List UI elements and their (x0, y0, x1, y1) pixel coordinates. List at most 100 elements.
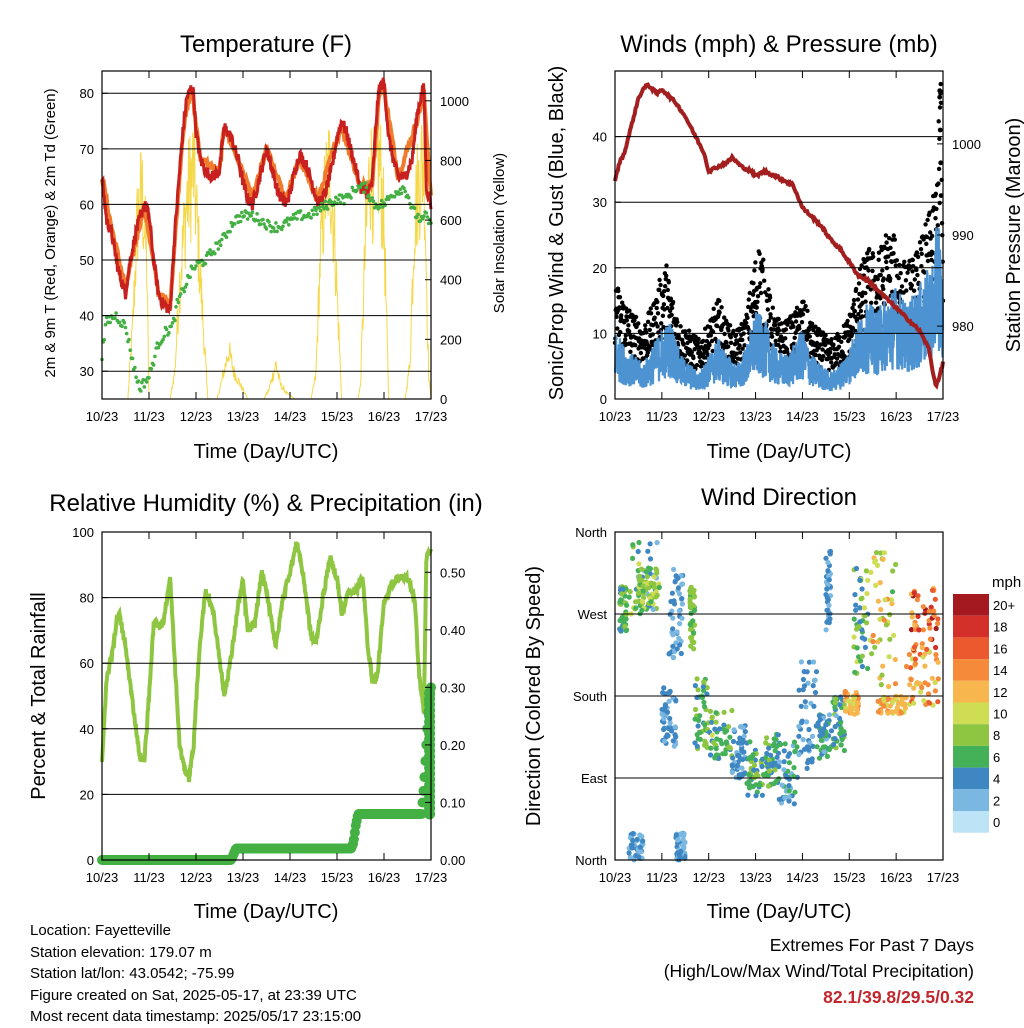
direction-point (912, 622, 918, 628)
direction-point (651, 574, 657, 580)
direction-point (911, 590, 917, 596)
direction-point (734, 763, 740, 769)
gust-point (889, 259, 894, 265)
direction-point (678, 650, 684, 657)
gust-point (936, 119, 941, 124)
gust-point (758, 290, 764, 296)
gust-point (670, 299, 676, 305)
direction-point (694, 676, 700, 682)
gust-point (790, 321, 795, 326)
direction-point (695, 723, 701, 729)
humidity-ytick-label: 60 (80, 656, 94, 671)
gust-point (755, 294, 761, 299)
direction-point (919, 641, 925, 647)
direction-point (832, 695, 839, 701)
direction-point (664, 709, 671, 715)
direction-point (719, 741, 725, 747)
winds-ytick-right-label: 1000 (952, 137, 981, 152)
direction-point (826, 577, 832, 583)
winds-ytick-label: 0 (600, 392, 607, 407)
gust-point (925, 217, 930, 223)
direction-point (708, 745, 714, 751)
dewpoint-point (310, 208, 315, 213)
direction-point (816, 755, 823, 761)
gust-point (892, 237, 897, 242)
gust-point (761, 257, 766, 262)
direction-point (841, 729, 847, 735)
gust-point (851, 297, 857, 303)
direction-point (792, 749, 798, 755)
direction-point (826, 618, 832, 624)
gust-point (831, 342, 836, 347)
gust-point (616, 288, 621, 294)
gust-point (814, 340, 820, 346)
gust-point (686, 328, 692, 333)
dewpoint-point (262, 222, 266, 226)
dewpoint-point (267, 220, 271, 224)
wind-direction-ylabel: Direction (Colored By Speed) (523, 566, 545, 826)
direction-point (931, 608, 937, 614)
gust-point (664, 273, 669, 278)
gust-point (896, 275, 901, 281)
gust-point (801, 299, 806, 304)
direction-point (898, 710, 904, 716)
dewpoint-point (220, 237, 224, 242)
gust-point (828, 350, 833, 355)
direction-point (802, 699, 808, 705)
wind-direction-xlabel: Time (Day/UTC) (707, 901, 852, 923)
humidity-ylabel: Percent & Total Rainfall (28, 592, 50, 800)
direction-point (639, 607, 645, 613)
direction-point (792, 789, 798, 795)
direction-point (648, 580, 654, 586)
direction-point (634, 836, 640, 843)
direction-point (670, 632, 676, 638)
dewpoint-point (281, 224, 285, 229)
gust-point (905, 270, 910, 275)
gust-point (750, 309, 755, 314)
direction-point (927, 625, 933, 631)
gust-point (797, 326, 802, 331)
direction-point (783, 772, 789, 779)
direction-point (670, 626, 676, 632)
direction-point (759, 792, 766, 798)
direction-point (935, 676, 941, 682)
speed-legend-title: mph (992, 574, 1021, 591)
direction-point (933, 644, 939, 651)
dewpoint-point (255, 212, 259, 216)
gust-point (624, 314, 629, 319)
temperature-xlabel: Time (Day/UTC) (194, 441, 339, 463)
direction-point (914, 597, 921, 603)
direction-point (679, 601, 686, 607)
direction-point (763, 740, 769, 746)
gust-point (914, 267, 919, 273)
gust-point (875, 276, 880, 282)
humidity-ytick-label: 20 (80, 787, 94, 802)
direction-point (826, 712, 833, 718)
direction-point (720, 726, 727, 732)
direction-point (911, 685, 917, 691)
direction-point (768, 752, 774, 758)
gust-point (934, 206, 939, 212)
wind-direction-title: Wind Direction (701, 484, 857, 511)
gust-point (643, 323, 648, 328)
direction-point (922, 610, 928, 616)
direction-point (805, 760, 811, 766)
gust-point (662, 289, 667, 294)
temperature-ytick-label: 80 (80, 86, 94, 101)
direction-point (848, 707, 854, 713)
direction-point (883, 622, 890, 628)
direction-point (806, 745, 812, 751)
gust-point (891, 251, 896, 256)
gust-point (821, 354, 826, 359)
dewpoint-point (295, 217, 299, 221)
direction-point (796, 733, 802, 739)
direction-point (832, 736, 838, 742)
direction-point (832, 724, 838, 730)
direction-point (932, 680, 938, 686)
direction-point (764, 735, 770, 741)
direction-point (870, 639, 876, 645)
gust-point (883, 233, 889, 238)
dewpoint-point (403, 189, 408, 194)
direction-point (827, 549, 833, 555)
gust-point (767, 295, 773, 300)
